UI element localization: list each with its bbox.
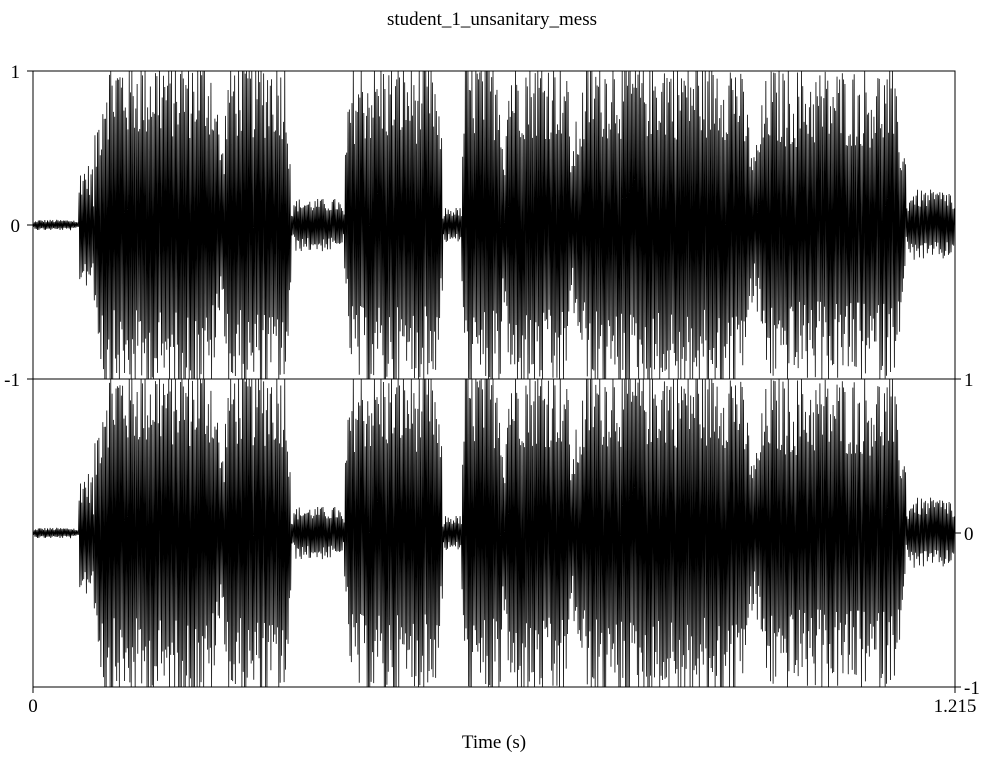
ch1-y-tick-zero: 0	[11, 216, 21, 237]
ch1-y-tick-bottom: -1	[4, 370, 20, 391]
plot-area	[27, 70, 961, 693]
ch2-y-tick-zero: 0	[964, 524, 974, 545]
ch2-waveform-series	[32, 378, 956, 688]
x-axis-label: Time (s)	[462, 732, 526, 753]
ch2-y-tick-top: 1	[964, 370, 974, 391]
chart-title: student_1_unsanitary_mess	[387, 9, 597, 30]
x-tick-label-end: 1.215	[934, 696, 977, 717]
ch2-y-tick-bottom: -1	[964, 678, 980, 699]
x-tick-label-start: 0	[28, 696, 38, 717]
ch1-waveform-series	[32, 70, 956, 380]
ch1-y-tick-top: 1	[11, 62, 21, 83]
